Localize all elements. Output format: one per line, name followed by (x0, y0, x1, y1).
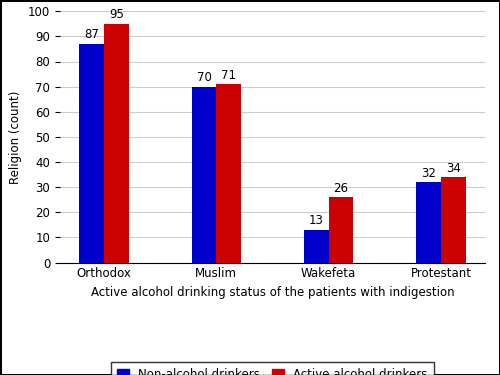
Text: 13: 13 (309, 214, 324, 227)
Text: 70: 70 (196, 71, 212, 84)
Bar (416, 182, 441, 262)
Bar (328, 197, 353, 262)
Text: 95: 95 (109, 8, 124, 21)
Bar (304, 230, 328, 262)
Text: 87: 87 (84, 28, 99, 41)
Text: 71: 71 (221, 69, 236, 82)
X-axis label: Active alcohol drinking status of the patients with indigestion: Active alcohol drinking status of the pa… (90, 286, 454, 299)
Bar (80, 44, 104, 262)
Y-axis label: Religion (count): Religion (count) (10, 90, 22, 184)
Bar (104, 24, 128, 262)
Bar (441, 177, 466, 262)
Bar (216, 84, 241, 262)
Legend: Non-alcohol drinkers, Active alcohol drinkers: Non-alcohol drinkers, Active alcohol dri… (112, 363, 434, 375)
Text: 26: 26 (334, 182, 348, 195)
Text: 32: 32 (421, 166, 436, 180)
Text: 34: 34 (446, 162, 461, 175)
Bar (192, 87, 216, 262)
